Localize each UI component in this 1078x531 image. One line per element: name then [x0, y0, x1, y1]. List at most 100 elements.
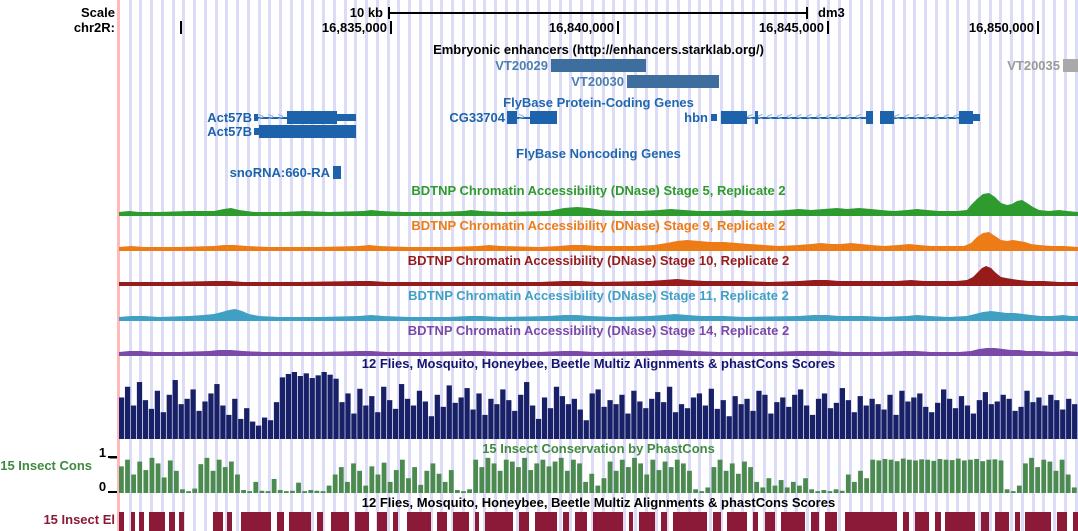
conserved-element-block[interactable] — [995, 512, 1009, 531]
conserved-element-block[interactable] — [519, 512, 529, 531]
conserved-element-block[interactable] — [131, 512, 135, 531]
dnase-wiggle-stage-14-plot[interactable] — [119, 333, 1078, 356]
insect-elements-track[interactable] — [119, 512, 1078, 531]
conserved-element-block[interactable] — [355, 512, 369, 531]
chromosome-label: chr2R: — [73, 20, 115, 35]
feature-utr-box[interactable] — [711, 114, 717, 121]
conserved-element-block[interactable] — [915, 512, 929, 531]
conserved-element-block[interactable] — [575, 512, 587, 531]
track-title-multiz[interactable]: 12 Flies, Mosquito, Honeybee, Beetle Mul… — [361, 356, 836, 371]
feature-utr-box[interactable] — [337, 114, 356, 121]
conserved-element-block[interactable] — [485, 512, 513, 531]
feature-exon-box[interactable] — [259, 125, 356, 138]
conserved-element-block[interactable] — [437, 512, 447, 531]
feature-intron-line[interactable] — [517, 117, 530, 119]
track-title-embryonic-enhancers[interactable]: Embryonic enhancers (http://enhancers.st… — [433, 42, 764, 57]
conserved-element-block[interactable] — [149, 512, 165, 531]
feature-utr-box[interactable] — [254, 114, 258, 121]
feature-exon-box[interactable] — [755, 111, 758, 124]
feature-intron-line[interactable] — [258, 117, 287, 119]
conserved-element-block[interactable] — [673, 512, 707, 531]
feature-utr-box[interactable] — [973, 114, 980, 121]
conserved-element-block[interactable] — [753, 512, 758, 531]
gridline — [601, 0, 605, 531]
conserved-element-block[interactable] — [139, 512, 144, 531]
conserved-element-block[interactable] — [845, 512, 897, 531]
feature-exon-box[interactable] — [507, 111, 517, 124]
track-title-phastcons[interactable]: 15 Insect Conservation by PhastCons — [482, 441, 715, 456]
conserved-element-block[interactable] — [1073, 512, 1078, 531]
conserved-element-block[interactable] — [945, 512, 975, 531]
track-title-dnase-stage-5[interactable]: BDTNP Chromatin Accessibility (DNase) St… — [411, 183, 786, 198]
track-title-dnase-stage-10[interactable]: BDTNP Chromatin Accessibility (DNase) St… — [407, 253, 790, 268]
feature-exon-box[interactable] — [530, 111, 557, 124]
conserved-element-block[interactable] — [593, 512, 623, 531]
conserved-element-block[interactable] — [1057, 512, 1067, 531]
track-title-multiz-2[interactable]: 12 Flies, Mosquito, Honeybee, Beetle Mul… — [361, 495, 836, 510]
feature-exon-box[interactable] — [333, 166, 341, 179]
gridline — [999, 0, 1003, 531]
gridline — [666, 0, 669, 531]
conserved-element-block[interactable] — [377, 512, 387, 531]
conserved-element-block[interactable] — [453, 512, 469, 531]
gridline — [752, 0, 755, 531]
conserved-element-block[interactable] — [765, 512, 775, 531]
conserved-element-block[interactable] — [1015, 512, 1020, 531]
conserved-element-block[interactable] — [1025, 512, 1051, 531]
conserved-element-block[interactable] — [227, 512, 232, 531]
conserved-element-block[interactable] — [317, 512, 323, 531]
conserved-element-block[interactable] — [825, 512, 837, 531]
feature-exon-box[interactable] — [627, 75, 719, 88]
dnase-wiggle-stage-9-plot[interactable] — [119, 228, 1078, 251]
conserved-element-block[interactable] — [475, 512, 479, 531]
gridline — [461, 0, 465, 531]
conserved-element-block[interactable] — [241, 512, 271, 531]
conserved-element-block[interactable] — [407, 512, 431, 531]
gridline — [709, 0, 712, 531]
feature-label: hbn — [684, 110, 708, 125]
conserved-element-block[interactable] — [277, 512, 284, 531]
conserved-element-block[interactable] — [935, 512, 941, 531]
conserved-element-block[interactable] — [289, 512, 311, 531]
conserved-element-block[interactable] — [213, 512, 223, 531]
conserved-element-block[interactable] — [563, 512, 569, 531]
feature-utr-box[interactable] — [254, 128, 259, 135]
feature-exon-box[interactable] — [959, 111, 973, 124]
gridline — [193, 0, 196, 531]
conserved-element-block[interactable] — [727, 512, 747, 531]
dnase-wiggle-stage-10-plot[interactable] — [119, 263, 1078, 286]
phastcons-histogram-plot[interactable] — [119, 456, 1078, 493]
multiz-density-plot[interactable] — [119, 372, 1078, 439]
conserved-element-block[interactable] — [393, 512, 398, 531]
feature-exon-box[interactable] — [880, 111, 894, 124]
feature-exon-box[interactable] — [721, 111, 747, 124]
track-title-flybase-protein-coding-genes[interactable]: FlyBase Protein-Coding Genes — [503, 95, 694, 110]
track-title-dnase-stage-9[interactable]: BDTNP Chromatin Accessibility (DNase) St… — [411, 218, 786, 233]
feature-exon-box[interactable] — [287, 111, 337, 124]
dnase-wiggle-stage-11-plot[interactable] — [119, 298, 1078, 321]
feature-exon-box[interactable] — [1063, 59, 1078, 72]
track-title-dnase-stage-11[interactable]: BDTNP Chromatin Accessibility (DNase) St… — [408, 288, 789, 303]
conserved-element-block[interactable] — [903, 512, 909, 531]
conserved-element-block[interactable] — [331, 512, 349, 531]
feature-intron-line[interactable] — [747, 117, 866, 119]
conserved-element-block[interactable] — [119, 512, 124, 531]
conserved-element-block[interactable] — [535, 512, 557, 531]
conserved-element-block[interactable] — [781, 512, 805, 531]
gridline — [988, 0, 992, 531]
feature-exon-box[interactable] — [866, 111, 873, 124]
track-title-flybase-noncoding-genes[interactable]: FlyBase Noncoding Genes — [516, 146, 681, 161]
conserved-element-block[interactable] — [713, 512, 721, 531]
scale-bar-end-tick — [388, 7, 390, 19]
conserved-element-block[interactable] — [811, 512, 819, 531]
feature-intron-line[interactable] — [894, 117, 959, 119]
conserved-element-block[interactable] — [169, 512, 175, 531]
track-title-dnase-stage-14[interactable]: BDTNP Chromatin Accessibility (DNase) St… — [407, 323, 790, 338]
dnase-wiggle-stage-5-plot[interactable] — [119, 193, 1078, 216]
conserved-element-block[interactable] — [981, 512, 989, 531]
conserved-element-block[interactable] — [629, 512, 633, 531]
conserved-element-block[interactable] — [661, 512, 667, 531]
conserved-element-block[interactable] — [639, 512, 655, 531]
feature-exon-box[interactable] — [551, 59, 646, 72]
conserved-element-block[interactable] — [179, 512, 184, 531]
